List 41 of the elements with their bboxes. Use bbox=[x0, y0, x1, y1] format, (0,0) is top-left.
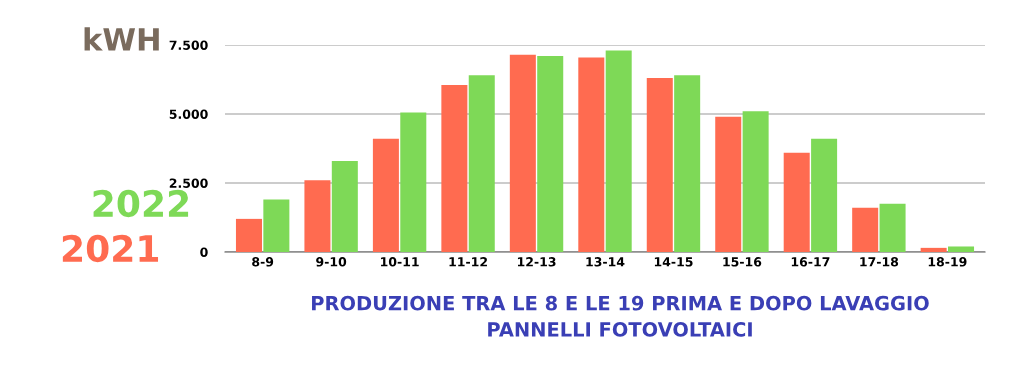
bar bbox=[605, 50, 632, 252]
bar bbox=[235, 218, 262, 252]
y-tick-label: 2.500 bbox=[169, 178, 208, 188]
x-tick-label: 14-15 bbox=[654, 257, 693, 267]
x-tick-label: 8-9 bbox=[252, 257, 274, 267]
x-tick-label: 12-13 bbox=[517, 257, 556, 267]
bar bbox=[304, 180, 331, 252]
bar bbox=[948, 246, 975, 252]
y-axis-title: kWH bbox=[84, 27, 159, 51]
x-tick-label: 11-12 bbox=[449, 257, 487, 267]
y-tick-label: 0 bbox=[200, 247, 208, 257]
bar bbox=[879, 203, 906, 252]
bar bbox=[578, 57, 605, 252]
bar bbox=[646, 78, 673, 252]
y-tick-label: 7.500 bbox=[169, 40, 208, 50]
bar bbox=[537, 56, 564, 252]
bar bbox=[920, 247, 947, 252]
x-tick-label: 15-16 bbox=[723, 257, 762, 267]
bar bbox=[372, 138, 399, 252]
bar bbox=[468, 75, 495, 252]
text: PRODUZIONE TRA LE 8 E LE 19 PRIMA E DOPO LAVAGGIO PANNELLI FOTOVOLTAICI bbox=[312, 295, 929, 337]
bar bbox=[509, 54, 536, 252]
bar bbox=[811, 138, 838, 252]
x-tick-label: 10-11 bbox=[381, 257, 419, 267]
bar bbox=[742, 111, 769, 252]
bar bbox=[783, 152, 810, 252]
x-tick-label: 17-18 bbox=[860, 257, 899, 267]
bar bbox=[331, 160, 358, 252]
bar bbox=[400, 112, 427, 252]
y-tick-label: 5.000 bbox=[169, 109, 208, 119]
x-tick-label: 9-10 bbox=[316, 257, 347, 267]
text: 2022 bbox=[93, 189, 189, 218]
x-tick-label: 13-14 bbox=[586, 257, 625, 267]
bar bbox=[263, 199, 290, 252]
bar bbox=[852, 207, 879, 252]
bar bbox=[674, 75, 701, 252]
x-tick-label: 18-19 bbox=[928, 257, 967, 267]
x-tick-label: 16-17 bbox=[791, 257, 830, 267]
bar bbox=[715, 116, 742, 252]
text: 2021 bbox=[62, 234, 159, 263]
bar bbox=[441, 85, 468, 252]
